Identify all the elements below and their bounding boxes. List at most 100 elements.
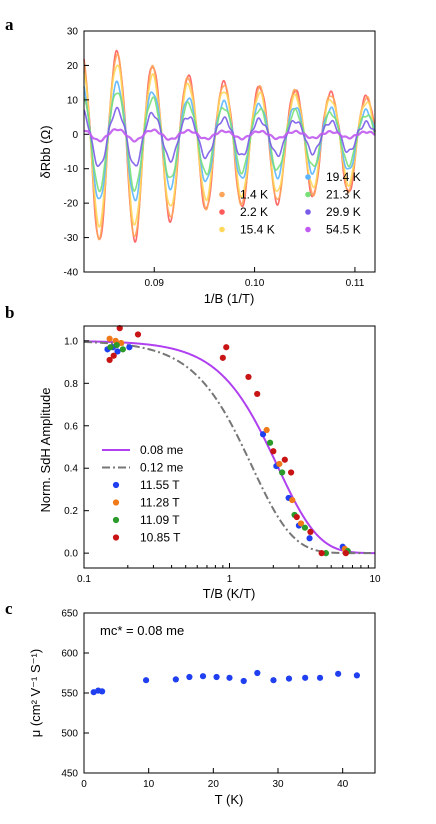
- c-point: [335, 670, 342, 677]
- c-point: [186, 673, 193, 681]
- b-point-10-85-T: [134, 331, 142, 338]
- c-ytick-label: 500: [61, 729, 78, 740]
- b-point-10-85-T: [307, 528, 314, 536]
- a-legend-label: 19.4 K: [326, 170, 361, 184]
- b-point-10-85-T: [219, 354, 226, 361]
- panel-label-b: b: [5, 303, 14, 322]
- b-point-10-85-T: [293, 513, 300, 521]
- b-point-11-09-T: [279, 469, 286, 476]
- b-legend-marker: [112, 499, 120, 506]
- a-xtick-label: 0.09: [145, 278, 165, 289]
- panel-a-frame: [83, 30, 376, 273]
- a-legend-marker: [219, 226, 225, 233]
- a-legend-label: 29.9 K: [326, 205, 361, 219]
- a-legend-marker: [305, 209, 311, 215]
- a-legend-marker: [305, 226, 311, 233]
- b-point-11-09-T: [301, 524, 309, 531]
- b-xtick-label: 10: [369, 574, 381, 585]
- b-legend-marker: [112, 481, 120, 489]
- panel-b-axes: 0.1 1 10 0.0 0.2 0.4 0.6 0.8 1.0: [64, 336, 381, 585]
- panel-a-plot-area: [83, 49, 376, 243]
- a-ytick-label: -40: [64, 268, 79, 279]
- b-legend-label: 0.08 me: [140, 443, 184, 457]
- panel-b-legend: 0.08 me 0.12 me 11.55 T 11.28 T 11.09 T 10.85…: [102, 443, 184, 545]
- c-xtick-label: 40: [337, 779, 349, 790]
- a-ytick-label: 0: [72, 130, 78, 141]
- b-legend-marker: [112, 534, 120, 541]
- a-legend-marker: [305, 191, 311, 198]
- b-ytick-label: 0.0: [64, 549, 78, 560]
- b-point-11-28-T: [297, 520, 305, 527]
- b-xtick-label: 0.1: [77, 574, 91, 585]
- b-fit-curve-1: [83, 340, 375, 555]
- c-ytick-label: 550: [61, 689, 78, 700]
- c-point: [99, 688, 106, 695]
- a-ytick-label: -10: [64, 164, 79, 175]
- c-point: [353, 672, 360, 679]
- panel-a-legend: 1.4 K 2.2 K 15.4 K 19.4 K 21.3 K 29.9 K 54.5 K: [219, 170, 361, 237]
- b-point-11-55-T: [259, 431, 267, 438]
- a-ytick-label: 20: [67, 61, 79, 72]
- b-legend-label: 10.85 T: [140, 531, 181, 545]
- c-point: [270, 677, 277, 684]
- a-series-line-21-3-K: [83, 92, 376, 193]
- panel-label-c: c: [5, 599, 13, 618]
- b-point-11-28-T: [276, 460, 283, 468]
- a-series-line-29-9-K: [83, 106, 376, 167]
- a-legend-label: 21.3 K: [326, 188, 361, 202]
- panel-a-xlabel: 1/B (1/T): [204, 291, 255, 306]
- panel-a-chart: 0.09 0.10 0.11 -40 -30 -20 -10 0 10 20 30 1/B (1/T…: [38, 27, 376, 306]
- c-ytick-label: 600: [61, 649, 78, 660]
- panel-a-axes: 0.09 0.10 0.11 -40 -30 -20 -10 0 10 20 30: [64, 27, 365, 290]
- a-xtick-label: 0.10: [245, 278, 265, 289]
- b-legend-label: 11.55 T: [140, 478, 180, 492]
- panel-c-annotation: mc* = 0.08 me: [100, 623, 184, 638]
- panel-b-chart: 0.1 1 10 0.0 0.2 0.4 0.6 0.8 1.0 T/B (K/T) Norm.…: [38, 325, 381, 601]
- c-xtick-label: 30: [272, 779, 284, 790]
- a-ytick-label: 30: [67, 27, 79, 38]
- a-legend-marker: [305, 174, 311, 180]
- b-ytick-label: 0.4: [64, 464, 78, 475]
- panel-b-frame: [83, 325, 376, 569]
- a-xtick-label: 0.11: [346, 278, 365, 289]
- b-ytick-label: 1.0: [64, 336, 78, 347]
- b-fit-curve-0: [83, 340, 376, 555]
- panel-b-ylabel: Norm. SdH Amplitude: [38, 388, 53, 513]
- b-point-10-85-T: [116, 325, 123, 332]
- c-ytick-label: 450: [61, 769, 78, 780]
- b-legend-label: 11.09 T: [140, 513, 180, 527]
- b-point-10-85-T: [281, 456, 288, 463]
- b-point-10-85-T: [287, 469, 295, 476]
- c-xtick-label: 0: [81, 779, 87, 790]
- b-point-11-55-T: [114, 348, 121, 355]
- a-legend-label: 54.5 K: [326, 223, 361, 237]
- b-point-11-28-T: [106, 335, 113, 342]
- b-ytick-label: 0.2: [64, 506, 78, 517]
- b-legend-label: 11.28 T: [140, 496, 180, 510]
- b-point-10-85-T: [318, 550, 325, 557]
- b-legend-label: 0.12 me: [140, 461, 184, 475]
- panel-a-ylabel: δRbb (Ω): [38, 125, 53, 178]
- b-point-11-09-T: [322, 550, 330, 557]
- b-point-10-85-T: [342, 550, 349, 557]
- c-xtick-label: 20: [208, 779, 220, 790]
- c-point: [142, 677, 150, 684]
- b-point-11-09-T: [266, 439, 274, 446]
- panel-b-xlabel: T/B (K/T): [203, 586, 256, 601]
- b-point-10-85-T: [110, 352, 117, 359]
- c-point: [240, 677, 247, 685]
- panel-b-plot-area: [83, 325, 376, 557]
- a-legend-label: 15.4 K: [240, 223, 275, 237]
- a-series-line-15-4-K: [83, 64, 376, 228]
- b-ytick-label: 0.8: [64, 379, 78, 390]
- c-point: [226, 674, 233, 681]
- b-point-10-85-T: [245, 373, 252, 381]
- c-point: [316, 674, 324, 681]
- b-point-11-28-T: [263, 426, 270, 434]
- b-point-10-85-T: [270, 448, 277, 455]
- a-ytick-label: -20: [64, 199, 79, 210]
- b-point-11-09-T: [119, 346, 126, 353]
- b-point-10-85-T: [106, 356, 113, 364]
- b-point-10-85-T: [223, 344, 230, 351]
